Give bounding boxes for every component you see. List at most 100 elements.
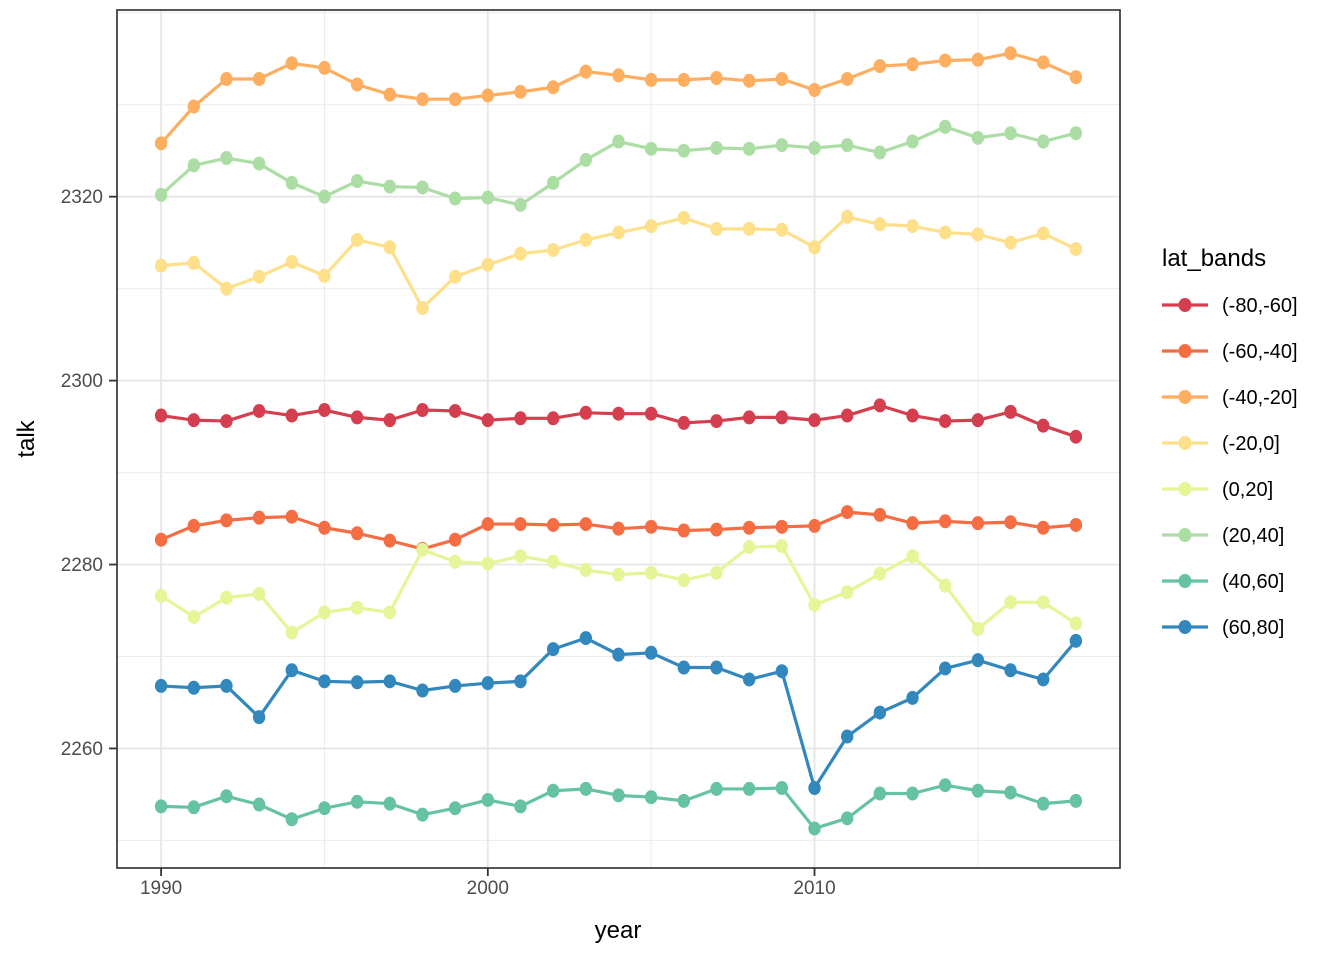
data-point (710, 414, 723, 429)
data-point (1069, 126, 1083, 141)
data-point (318, 674, 331, 689)
data-point (220, 789, 233, 804)
data-point (350, 600, 364, 615)
data-point (350, 77, 364, 92)
data-point (154, 408, 168, 423)
data-point (514, 549, 527, 564)
data-point (546, 243, 560, 258)
data-point (252, 710, 266, 725)
data-point (840, 209, 854, 224)
data-point (742, 410, 756, 425)
x-tick-label: 2010 (793, 878, 835, 899)
legend: lat_bands (-80,-60] (-60,-40] (-40,-20] (-2… (1162, 245, 1298, 639)
data-point (612, 406, 625, 421)
x-tick-label: 2000 (467, 878, 509, 899)
data-point (840, 138, 854, 153)
series-3 (154, 209, 1083, 315)
legend-entry: (-20,0] (1162, 433, 1280, 455)
data-point (416, 683, 429, 698)
data-point (546, 175, 560, 190)
data-point (644, 565, 658, 580)
y-tick-label: 2300 (61, 371, 103, 392)
data-point (677, 523, 691, 538)
data-point (383, 413, 397, 428)
data-point (252, 156, 266, 171)
data-point (220, 513, 233, 528)
data-point (1037, 796, 1050, 811)
data-point (187, 800, 200, 815)
data-point (448, 92, 462, 107)
data-point (285, 56, 298, 71)
data-point (220, 281, 233, 296)
data-point (873, 507, 887, 522)
data-point (1004, 663, 1017, 678)
legend-entry-label: (-80,-60] (1222, 295, 1298, 317)
series-0 (154, 398, 1083, 444)
data-point (383, 179, 397, 194)
data-point (612, 225, 625, 240)
x-axis-title: year (595, 917, 642, 944)
data-point (873, 59, 887, 74)
data-point (612, 68, 625, 83)
data-point (252, 510, 266, 525)
data-point (448, 403, 462, 418)
data-point (481, 517, 495, 532)
data-point (1004, 785, 1017, 800)
legend-key-point (1178, 298, 1192, 312)
x-tick-label: 1990 (140, 878, 182, 899)
legend-entry-label: (60,80] (1222, 617, 1284, 639)
data-point (579, 405, 593, 420)
data-point (906, 57, 919, 72)
data-point (1069, 633, 1083, 648)
data-point (873, 566, 887, 581)
series-5 (154, 119, 1083, 212)
y-tick-label: 2260 (61, 739, 103, 760)
data-point (416, 542, 429, 557)
data-point (318, 605, 331, 620)
data-point (187, 99, 200, 114)
data-point (514, 674, 527, 689)
data-point (285, 625, 298, 640)
data-point (808, 240, 821, 255)
data-point (220, 590, 233, 605)
data-point (612, 134, 625, 149)
data-point (318, 268, 331, 283)
data-point (644, 645, 658, 660)
data-point (840, 505, 854, 520)
legend-entry: (-40,-20] (1162, 387, 1298, 409)
data-point (906, 219, 919, 234)
data-point (612, 788, 625, 803)
data-point (154, 532, 168, 547)
data-point (1004, 46, 1017, 61)
data-point (775, 222, 789, 237)
data-point (546, 80, 560, 95)
data-point (677, 793, 691, 808)
data-point (187, 680, 200, 695)
data-point (742, 221, 756, 236)
data-point (1069, 242, 1083, 257)
data-point (252, 586, 266, 601)
data-point (1004, 515, 1017, 530)
legend-key-point (1178, 620, 1192, 634)
data-point (644, 219, 658, 234)
data-point (742, 141, 756, 156)
data-point (154, 678, 168, 693)
data-point (350, 526, 364, 541)
legend-key-point (1178, 574, 1192, 588)
data-point (612, 647, 625, 662)
data-point (448, 554, 462, 569)
data-point (481, 190, 495, 205)
data-point (514, 197, 527, 212)
data-point (252, 71, 266, 86)
data-point (1069, 616, 1083, 631)
data-point (252, 403, 266, 418)
legend-title: lat_bands (1162, 245, 1266, 272)
legend-entry-label: (-40,-20] (1222, 387, 1298, 409)
data-point (252, 269, 266, 284)
data-point (710, 71, 723, 86)
data-point (840, 408, 854, 423)
data-point (416, 403, 429, 418)
data-point (873, 705, 887, 720)
